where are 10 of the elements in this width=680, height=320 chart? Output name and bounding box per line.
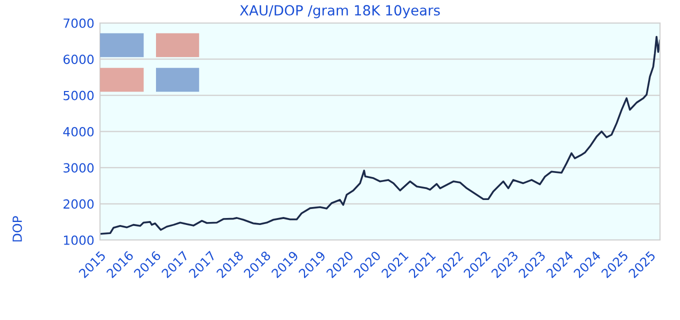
y-tick-label: 3000 bbox=[64, 163, 94, 173]
chart-title: XAU/DOP /gram 18K 10years bbox=[240, 5, 440, 18]
line-series bbox=[100, 36, 660, 235]
y-tick-label: 1000 bbox=[64, 235, 94, 245]
y-tick-label: 7000 bbox=[64, 18, 94, 28]
y-tick-label: 5000 bbox=[64, 90, 94, 100]
y-tick-label: 4000 bbox=[63, 126, 94, 136]
y-axis-title: DOP bbox=[12, 216, 22, 242]
y-tick-label: 2000 bbox=[64, 199, 94, 209]
y-tick-label: 6000 bbox=[64, 54, 94, 64]
